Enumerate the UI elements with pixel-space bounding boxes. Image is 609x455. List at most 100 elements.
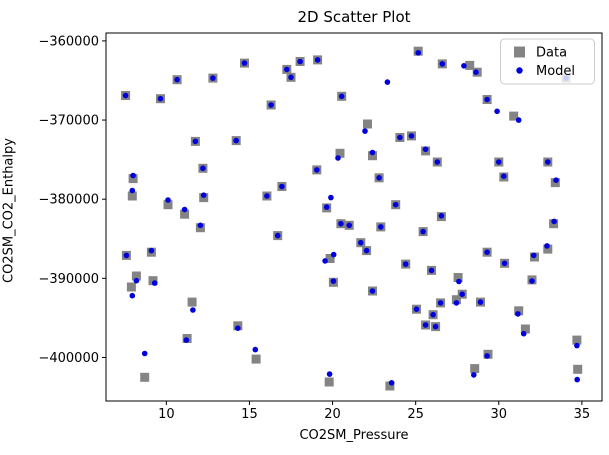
model-point (330, 251, 337, 258)
model-point (415, 50, 422, 56)
x-tick-label: 20 (324, 407, 341, 422)
model-point (551, 218, 557, 225)
model-point (574, 376, 580, 383)
model-point (174, 76, 180, 83)
model-point (438, 213, 445, 219)
model-point (123, 252, 130, 259)
model-point (288, 74, 294, 81)
x-tick-label: 35 (574, 407, 591, 422)
data-point (453, 273, 463, 282)
data-point (543, 244, 553, 254)
y-tick-label: −400000 (38, 351, 99, 366)
model-point (369, 288, 376, 294)
model-point (494, 108, 500, 115)
model-point (363, 247, 370, 254)
model-point (453, 300, 460, 306)
model-point (314, 57, 321, 63)
model-point (183, 337, 190, 343)
model-point (335, 155, 341, 161)
data-point (127, 191, 137, 201)
model-point (241, 60, 248, 66)
model-point (264, 193, 270, 199)
model-point (384, 79, 391, 85)
model-point (129, 187, 136, 194)
model-point (165, 197, 171, 203)
model-point (148, 247, 155, 254)
model-point (323, 204, 330, 210)
model-point (520, 330, 527, 337)
model-point (358, 239, 364, 246)
y-tick-label: −380000 (38, 193, 99, 208)
x-tick-label: 10 (158, 407, 175, 422)
model-point (461, 63, 467, 69)
model-point (181, 206, 188, 213)
model-point (157, 95, 164, 102)
model-point (133, 277, 140, 284)
model-point (297, 58, 303, 65)
model-point (432, 323, 439, 330)
model-point (338, 93, 345, 100)
data-point (180, 209, 190, 219)
chart-title: 2D Scatter Plot (297, 8, 411, 26)
data-point (363, 119, 372, 129)
model-point (545, 159, 551, 165)
model-point (553, 177, 559, 183)
legend-data-swatch (514, 46, 525, 58)
model-point (200, 192, 207, 198)
model-point (392, 201, 399, 208)
model-point (477, 299, 484, 305)
model-point (328, 194, 334, 201)
model-point (346, 222, 353, 229)
model-point (122, 92, 129, 99)
data-point (470, 364, 480, 374)
y-tick-label: −360000 (38, 34, 99, 49)
model-point (233, 137, 239, 144)
model-point (130, 172, 136, 179)
model-point (388, 380, 395, 386)
model-point (473, 69, 479, 75)
model-point (190, 307, 196, 313)
model-point (397, 134, 403, 141)
model-point (338, 220, 344, 227)
legend-data-label: Data (536, 46, 567, 61)
model-point (151, 280, 158, 286)
model-point (314, 167, 320, 173)
data-point (451, 295, 461, 305)
model-point (268, 102, 274, 108)
legend: Data Model (500, 38, 595, 85)
model-point (129, 292, 136, 299)
model-point (434, 159, 441, 165)
model-point (408, 133, 415, 139)
data-point (131, 271, 141, 281)
data-point (128, 174, 138, 184)
model-point (413, 306, 420, 313)
model-point (330, 278, 337, 284)
x-tick-label: 15 (241, 407, 258, 422)
model-point (501, 260, 508, 267)
legend-model-label: Model (536, 64, 575, 79)
model-point (496, 159, 502, 165)
data-point (251, 354, 261, 364)
x-axis-label: CO2SM_Pressure (299, 428, 409, 443)
model-point (141, 350, 148, 357)
model-point (515, 311, 521, 317)
model-point (192, 138, 199, 145)
data-point (140, 372, 150, 382)
model-point (274, 232, 281, 239)
data-point (514, 306, 524, 316)
model-point (515, 117, 522, 123)
x-tick-label: 25 (407, 407, 424, 422)
data-point (368, 151, 377, 161)
model-point (197, 222, 204, 229)
model-point (378, 224, 384, 230)
data-point (520, 324, 530, 334)
model-point (471, 372, 477, 378)
model-point (420, 228, 426, 235)
data-point (163, 200, 173, 210)
y-axis-label: CO2SM_CO2_Enthalpy (1, 138, 17, 283)
model-point (422, 146, 429, 153)
model-point (459, 291, 466, 298)
model-point (326, 371, 333, 377)
